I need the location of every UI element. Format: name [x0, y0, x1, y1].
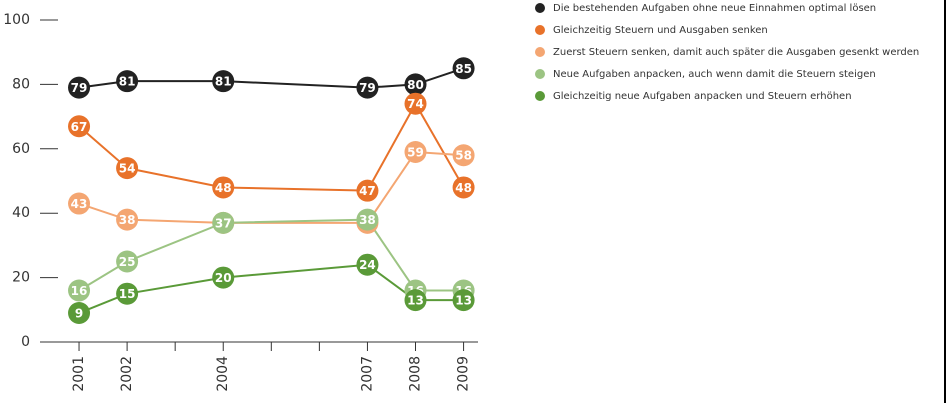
data-point	[356, 76, 379, 99]
data-point	[212, 211, 235, 234]
data-label: 38	[359, 213, 376, 227]
data-label: 81	[215, 75, 232, 89]
legend-swatch	[535, 3, 545, 13]
data-point	[404, 141, 427, 164]
data-label: 24	[359, 258, 376, 272]
data-label: 47	[359, 184, 376, 198]
data-point	[212, 266, 235, 289]
data-point	[68, 115, 91, 138]
data-label: 81	[119, 75, 136, 89]
data-point	[356, 253, 379, 276]
legend-swatch	[535, 47, 545, 57]
data-point	[452, 289, 475, 312]
data-point	[116, 70, 139, 93]
legend-label: Gleichzeitig neue Aufgaben anpacken und …	[553, 91, 852, 102]
data-point	[452, 176, 475, 199]
data-point	[212, 176, 235, 199]
data-point	[68, 76, 91, 99]
data-label: 48	[455, 181, 472, 195]
series-line	[78, 150, 464, 224]
data-label: 67	[71, 120, 88, 134]
x-tick-label: 2002	[119, 356, 135, 392]
y-tick-label: 0	[21, 334, 30, 350]
x-tick-label: 2004	[215, 356, 231, 392]
data-label: 38	[119, 213, 136, 227]
data-label: 79	[359, 81, 376, 95]
legend-label: Die bestehenden Aufgaben ohne neue Einna…	[553, 3, 876, 14]
series-line	[78, 218, 464, 292]
legend-swatch	[535, 91, 545, 101]
data-label: 58	[455, 149, 472, 163]
data-point	[116, 157, 139, 180]
x-tick-label: 2008	[408, 356, 424, 392]
data-point	[356, 179, 379, 202]
y-tick-label: 100	[3, 12, 30, 28]
data-point	[68, 302, 91, 325]
data-point	[404, 289, 427, 312]
data-label: 9	[75, 307, 83, 321]
data-label: 74	[407, 97, 424, 111]
y-tick-label: 60	[12, 141, 30, 157]
legend-swatch	[535, 25, 545, 35]
data-label: 43	[71, 197, 88, 211]
data-point	[212, 70, 235, 93]
data-label: 15	[119, 287, 136, 301]
y-tick-label: 80	[12, 76, 30, 92]
data-label: 37	[215, 216, 232, 230]
data-label: 13	[407, 294, 424, 308]
data-label: 13	[455, 294, 472, 308]
data-label: 54	[119, 162, 136, 176]
y-tick-label: 20	[12, 270, 30, 286]
data-label: 79	[71, 81, 88, 95]
legend-label: Neue Aufgaben anpacken, auch wenn damit …	[553, 69, 876, 80]
data-point	[116, 208, 139, 231]
data-point	[404, 73, 427, 96]
y-tick-label: 40	[12, 205, 30, 221]
data-point	[116, 250, 139, 273]
data-point	[452, 57, 475, 80]
data-label: 20	[215, 271, 232, 285]
data-label: 16	[71, 284, 88, 298]
data-label: 59	[407, 146, 424, 160]
data-point	[356, 208, 379, 231]
data-label: 85	[455, 62, 472, 76]
data-point	[68, 192, 91, 215]
data-label: 25	[119, 255, 136, 269]
legend-swatch	[535, 69, 545, 79]
data-point	[68, 279, 91, 302]
legend-label: Zuerst Steuern senken, damit auch später…	[553, 47, 919, 58]
data-point	[404, 92, 427, 115]
x-tick-label: 2009	[456, 356, 472, 392]
x-tick-label: 2007	[359, 356, 375, 392]
legend-label: Gleichzeitig Steuern und Ausgaben senken	[553, 25, 768, 36]
x-tick-label: 2001	[71, 356, 87, 392]
data-point	[116, 282, 139, 305]
data-label: 48	[215, 181, 232, 195]
data-point	[452, 144, 475, 167]
data-label: 80	[407, 78, 424, 92]
